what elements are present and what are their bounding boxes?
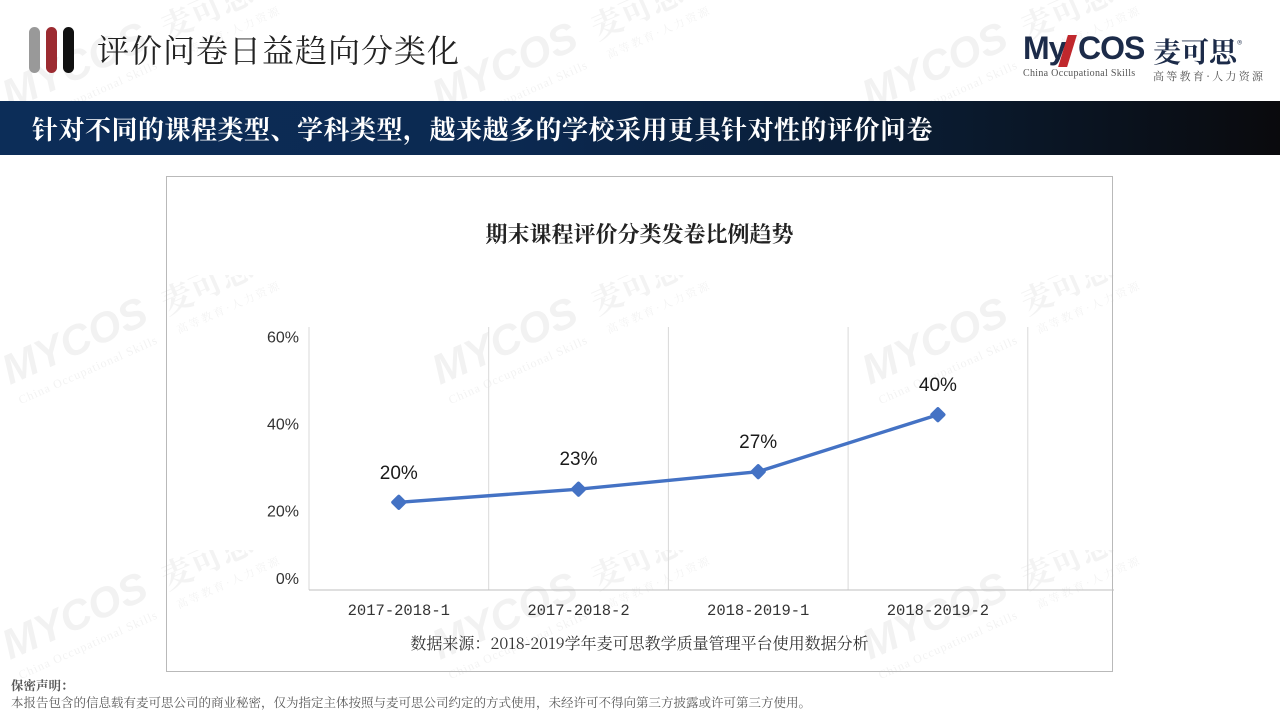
svg-text:20%: 20% bbox=[380, 463, 418, 484]
svg-text:40%: 40% bbox=[267, 416, 299, 433]
svg-text:2018-2019-2: 2018-2019-2 bbox=[887, 602, 989, 620]
svg-text:23%: 23% bbox=[559, 449, 597, 470]
svg-text:27%: 27% bbox=[739, 432, 777, 453]
svg-text:2017-2018-1: 2017-2018-1 bbox=[348, 602, 450, 620]
svg-text:60%: 60% bbox=[267, 329, 299, 346]
svg-text:0%: 0% bbox=[276, 571, 299, 588]
svg-text:2017-2018-2: 2017-2018-2 bbox=[527, 602, 629, 620]
svg-text:40%: 40% bbox=[919, 375, 957, 396]
svg-text:2018-2019-1: 2018-2019-1 bbox=[707, 602, 809, 620]
svg-text:20%: 20% bbox=[267, 503, 299, 520]
